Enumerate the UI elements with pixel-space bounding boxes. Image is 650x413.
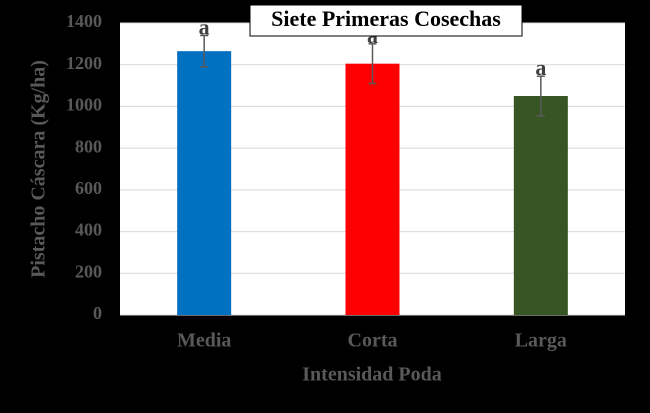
x-tick-label: Corta [348, 330, 398, 352]
y-tick-label: 1000 [66, 95, 102, 115]
significance-label: a [535, 55, 546, 80]
significance-label: a [199, 15, 210, 40]
bar [345, 63, 400, 315]
y-tick-label: 400 [75, 220, 102, 240]
y-tick-label: 1400 [66, 11, 102, 31]
y-tick-label: 600 [75, 178, 102, 198]
y-axis-label: Pistacho Cáscara (Kg/ha) [28, 60, 50, 278]
bar [177, 51, 232, 316]
bar [513, 96, 568, 315]
x-axis-label: Intensidad Poda [302, 364, 442, 386]
chart-layer: 0 200 400 600 800 1000 1200 1400 Media a Corta a Lar… [66, 11, 625, 352]
title-box [249, 4, 523, 37]
y-tick-label: 800 [75, 136, 102, 156]
chart-title: Siete Primeras Cosechas [271, 6, 501, 31]
y-tick-label: 1200 [66, 53, 102, 73]
x-tick-label: Larga [515, 330, 567, 352]
y-tick-label: 0 [93, 303, 102, 323]
y-tick-label: 200 [75, 261, 102, 281]
x-tick-label: Media [177, 330, 231, 352]
